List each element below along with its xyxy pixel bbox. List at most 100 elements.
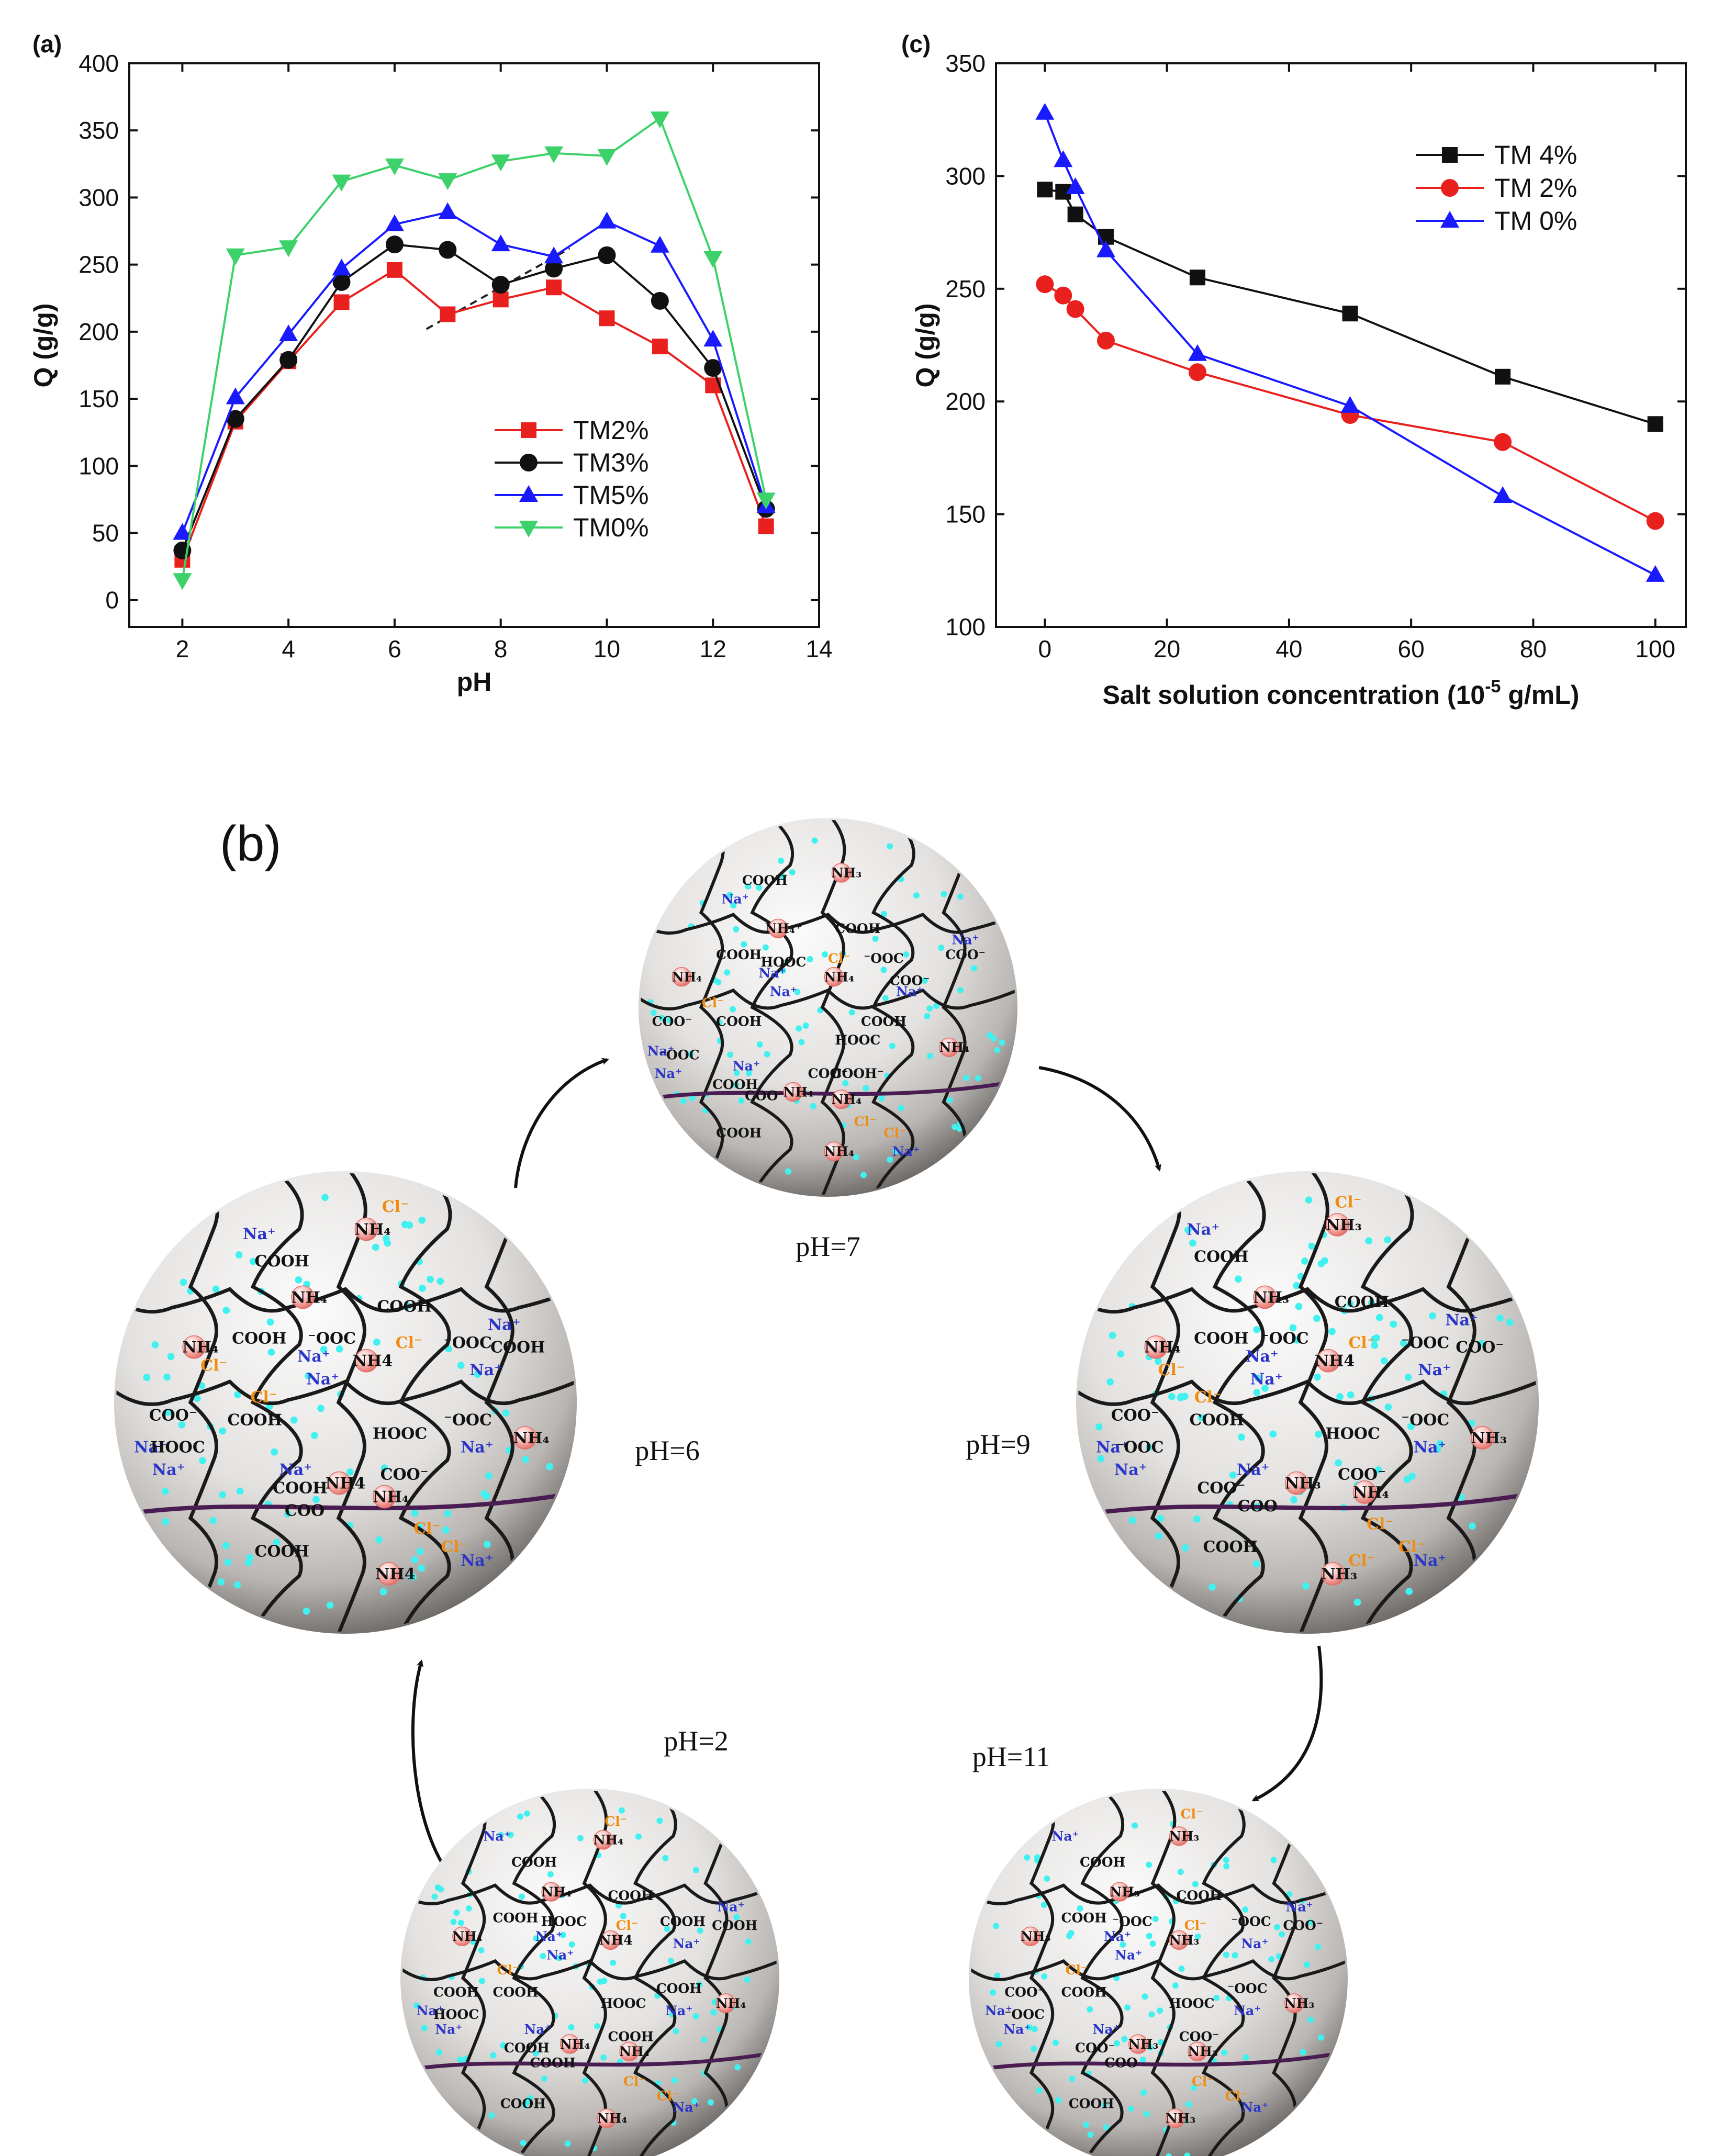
water-dot xyxy=(880,967,887,973)
water-dot xyxy=(372,1243,379,1251)
ammonium-bead xyxy=(1128,2034,1148,2054)
water-dot xyxy=(582,2077,589,2084)
scheme-token-na: Na⁺ xyxy=(1285,1899,1313,1914)
water-dot xyxy=(1301,1257,1308,1265)
water-dot xyxy=(457,1362,465,1369)
data-point-a-1 xyxy=(385,235,404,254)
scheme-token-na: Na⁺ xyxy=(770,984,797,1000)
water-dot xyxy=(807,956,813,962)
scheme-token-grp: COO xyxy=(1238,1497,1278,1515)
scheme-token-na: Na⁺ xyxy=(1187,1220,1219,1239)
scheme-token-na: Na⁺ xyxy=(1096,1438,1129,1456)
polymer-chain-horizontal xyxy=(402,1959,777,1981)
scheme-token-nh: NH₄ xyxy=(560,2037,590,2052)
ammonium-bead xyxy=(1169,1826,1189,1846)
polymer-chain-vertical xyxy=(484,1173,516,1632)
ammonium-bead xyxy=(1165,2108,1185,2128)
scheme-token-na: Na⁺ xyxy=(243,1225,276,1243)
scheme-token-nh: NH₃ xyxy=(1110,1884,1139,1900)
scheme-token-na: Na⁺ xyxy=(483,1828,510,1844)
data-point-a-0 xyxy=(493,291,509,308)
water-dot xyxy=(594,2023,601,2029)
water-dot xyxy=(235,1251,243,1259)
water-dot xyxy=(1140,2089,1147,2096)
y-tick-label-a: 150 xyxy=(79,385,119,412)
water-dot xyxy=(401,1220,409,1228)
water-dot xyxy=(1295,1302,1303,1310)
scheme-token-grp: HOOC xyxy=(1169,1996,1214,2011)
scheme-token-nh: NH₄ xyxy=(939,1040,969,1055)
water-dot xyxy=(1102,2101,1108,2108)
scheme-token-nh: NH₄ xyxy=(541,1884,571,1900)
y-tick-label-a: 250 xyxy=(79,251,119,278)
water-dot xyxy=(320,1345,328,1353)
scheme-token-grp: COO⁻ xyxy=(1111,1407,1159,1425)
water-dot xyxy=(517,1813,523,1820)
water-dot xyxy=(1468,1522,1476,1530)
y-tick-label-a: 350 xyxy=(79,117,119,144)
y-tick-label-c: 200 xyxy=(945,388,986,415)
water-dot xyxy=(1242,1906,1249,1913)
water-dot xyxy=(560,1932,566,1938)
water-dot xyxy=(326,1601,334,1609)
water-dot xyxy=(1055,2097,1062,2104)
water-dot xyxy=(994,1972,1001,1979)
polymer-chain-vertical xyxy=(750,820,795,1195)
y-axis-label-a: Q (g/g) xyxy=(29,303,58,387)
water-dot xyxy=(382,1235,390,1242)
water-dot xyxy=(887,843,893,850)
scheme-token-nh: NH₃ xyxy=(1285,1475,1321,1493)
scheme-token-grp: COOH⁻ xyxy=(832,1066,884,1081)
water-dot xyxy=(1268,1956,1275,1962)
y-tick-label-c: 250 xyxy=(945,275,986,302)
scheme-token-cl: Cl⁻ xyxy=(657,2088,679,2104)
water-dot xyxy=(892,1148,899,1154)
scheme-token-grp: COO xyxy=(1104,2055,1137,2070)
water-dot xyxy=(1384,1403,1392,1411)
data-point-a-2 xyxy=(438,202,457,219)
polymer-chain-horizontal xyxy=(1078,1379,1537,1406)
y-tick-label-a: 300 xyxy=(79,184,119,211)
water-dot xyxy=(178,1421,186,1429)
scheme-token-grp: COOH xyxy=(1069,2096,1114,2111)
scheme-token-na: Na⁺ xyxy=(733,1059,760,1074)
water-dot xyxy=(924,1013,931,1019)
ammonium-bead xyxy=(1253,1285,1277,1309)
water-dot xyxy=(222,1307,230,1314)
water-dot xyxy=(1403,1476,1411,1484)
water-dot xyxy=(656,1817,663,1824)
data-point-c-2 xyxy=(1646,565,1665,582)
water-dot xyxy=(244,1559,252,1567)
scheme-token-grp: COO⁻ xyxy=(1197,1479,1245,1497)
water-dot xyxy=(860,1172,867,1178)
data-point-a-3 xyxy=(438,173,457,190)
water-dot xyxy=(730,902,737,909)
water-dot xyxy=(687,1051,694,1058)
scheme-token-grp: COO xyxy=(285,1502,325,1520)
water-dot xyxy=(921,977,928,984)
water-dot xyxy=(1157,2039,1164,2046)
water-dot xyxy=(234,1391,241,1398)
water-dot xyxy=(1253,1389,1261,1396)
x-tick-label-a: 4 xyxy=(282,635,295,662)
water-dot xyxy=(1142,1993,1148,2000)
water-dot xyxy=(1191,2084,1198,2091)
scheme-token-na: Na⁺ xyxy=(535,1929,563,1944)
scheme-token-grp: COOH xyxy=(712,1918,757,1933)
water-dot xyxy=(456,2056,463,2063)
water-dot xyxy=(1157,1514,1165,1522)
polymer-chain-vertical xyxy=(250,1173,304,1632)
water-dot xyxy=(453,1910,460,1916)
water-dot xyxy=(957,893,964,900)
x-tick-label-c: 40 xyxy=(1276,635,1302,662)
data-point-a-2 xyxy=(173,523,192,540)
water-dot xyxy=(209,1517,217,1524)
scheme-token-cl: Cl⁻ xyxy=(251,1388,277,1407)
data-point-c-1 xyxy=(1646,512,1664,530)
water-dot xyxy=(666,1017,673,1024)
scheme-token-grp: ⁻OOC xyxy=(1261,1329,1309,1347)
data-point-a-1 xyxy=(226,410,244,428)
water-dot xyxy=(794,989,801,995)
water-dot xyxy=(1371,1341,1379,1349)
